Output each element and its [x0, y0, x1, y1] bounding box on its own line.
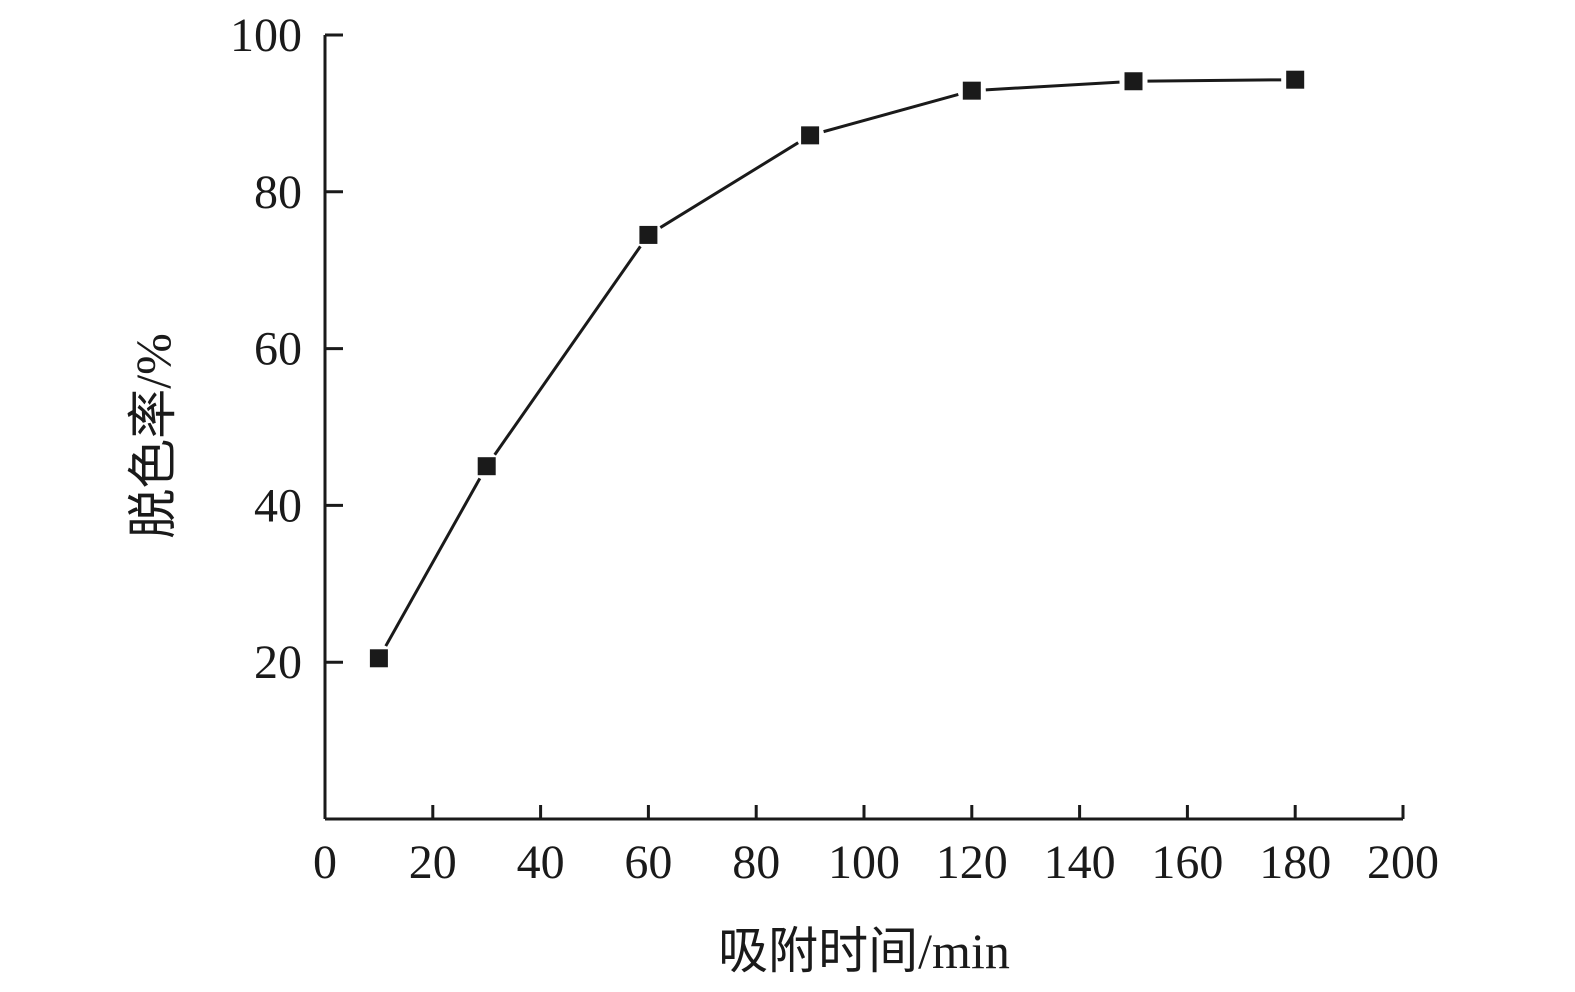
y-axis-title: 脱色率/%	[125, 333, 181, 539]
y-tick-label: 80	[254, 166, 302, 219]
x-tick-label: 140	[1044, 836, 1116, 889]
series-line-segment	[823, 92, 959, 134]
x-tick-label: 160	[1151, 836, 1223, 889]
data-point-marker	[369, 649, 388, 668]
data-point-marker	[1124, 72, 1143, 91]
series-line-segment	[493, 245, 642, 456]
series-line-segment	[985, 80, 1120, 92]
data-point-marker	[639, 225, 658, 244]
x-tick-label: 40	[517, 836, 565, 889]
x-tick-label: 180	[1259, 836, 1331, 889]
series-layer	[369, 70, 1305, 668]
x-axis-title: 吸附时间/min	[718, 923, 1010, 979]
data-point-marker	[801, 126, 820, 145]
data-point-marker	[477, 457, 496, 476]
y-tick-label: 100	[230, 9, 302, 62]
y-tick-label: 60	[254, 323, 302, 376]
series-line-segment	[384, 477, 482, 647]
x-tick-label: 80	[732, 836, 780, 889]
data-point-marker	[962, 81, 981, 100]
x-tick-label: 200	[1367, 836, 1439, 889]
series-line-segment	[659, 141, 799, 229]
x-tick-label: 60	[624, 836, 672, 889]
y-tick-label: 20	[254, 636, 302, 689]
x-tick-label: 100	[828, 836, 900, 889]
axes: 0 20 40 60 80 100 120 140 160 180 200 20 40 60 80 100	[230, 9, 1439, 889]
data-point-marker	[1286, 70, 1305, 89]
x-tick-label: 120	[936, 836, 1008, 889]
series-line-segment	[1147, 78, 1282, 83]
x-tick-label: 0	[313, 836, 337, 889]
x-tick-label: 20	[409, 836, 457, 889]
y-tick-label: 40	[254, 479, 302, 532]
